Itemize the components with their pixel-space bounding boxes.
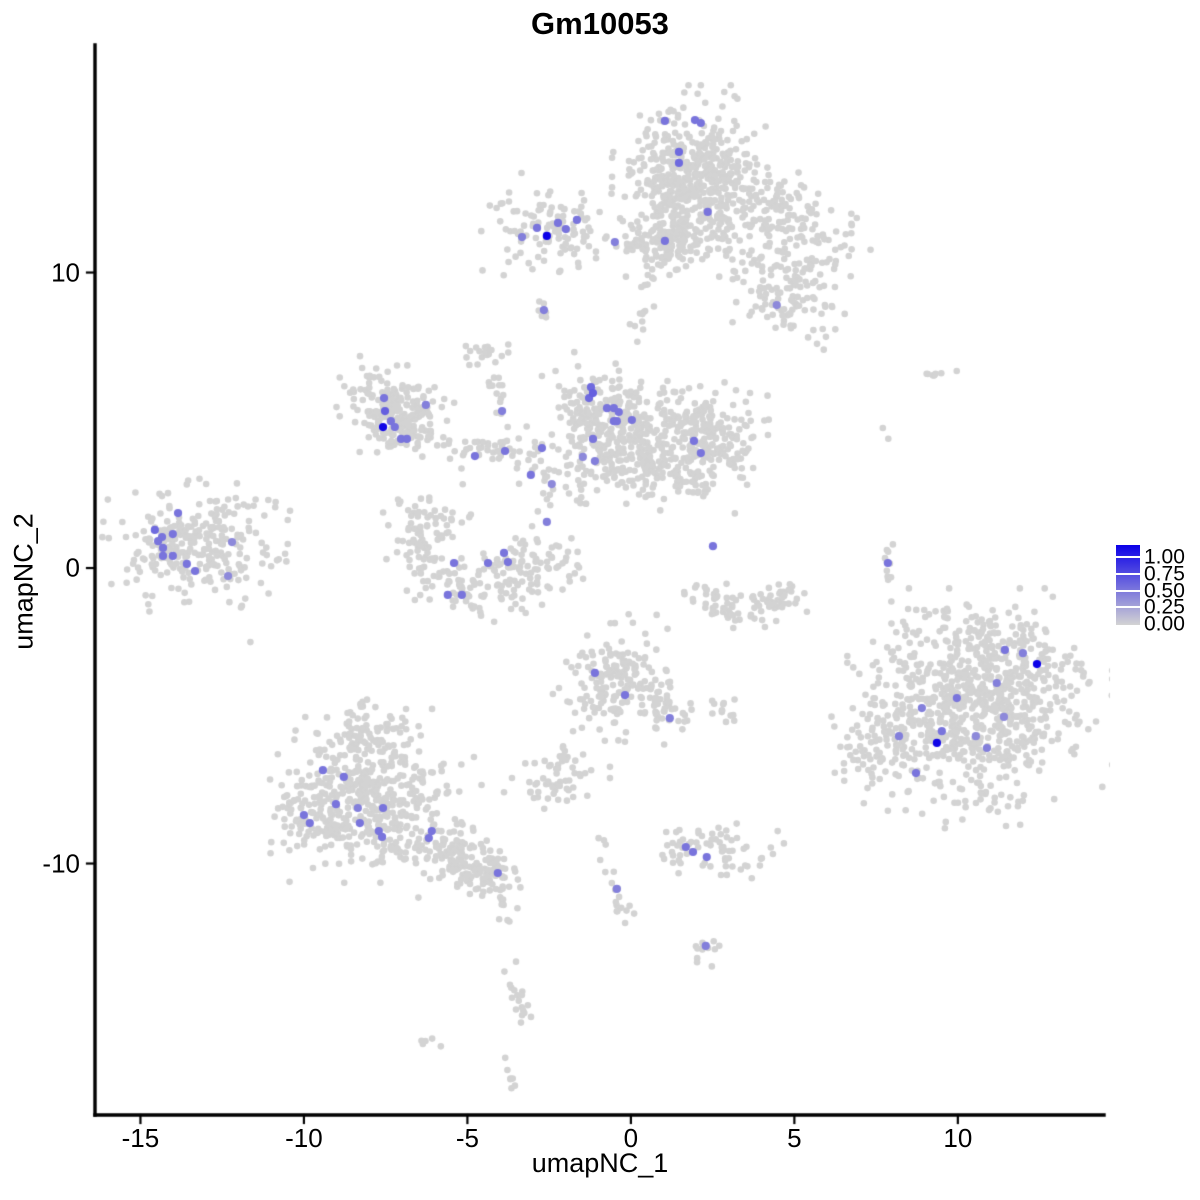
- x-axis-label: umapNC_1: [531, 1148, 669, 1178]
- x-tick-label: -5: [455, 1123, 479, 1153]
- legend-gradient-bar: [1116, 545, 1140, 625]
- y-tick-label: -10: [42, 848, 80, 879]
- legend-label: 0.00: [1144, 612, 1185, 636]
- legend-tick: [1116, 606, 1140, 609]
- x-tick-label: 0: [623, 1123, 639, 1153]
- y-tick-label: 10: [51, 257, 80, 288]
- x-tick-label: 5: [787, 1123, 802, 1153]
- y-tick-label: 0: [65, 552, 80, 583]
- legend-label: 0.75: [1144, 562, 1185, 586]
- legend-tick: [1116, 556, 1140, 558]
- plot-title: Gm10053: [531, 6, 669, 41]
- legend-tick: [1116, 589, 1140, 592]
- x-tick-label: -10: [285, 1123, 323, 1153]
- x-tick-label: 10: [943, 1123, 973, 1153]
- legend-label: 0.50: [1144, 579, 1185, 602]
- x-tick-label: -15: [121, 1123, 160, 1153]
- legend-label: 1.00: [1144, 545, 1185, 569]
- legend-tick: [1116, 572, 1140, 575]
- legend-label: 0.25: [1144, 595, 1185, 619]
